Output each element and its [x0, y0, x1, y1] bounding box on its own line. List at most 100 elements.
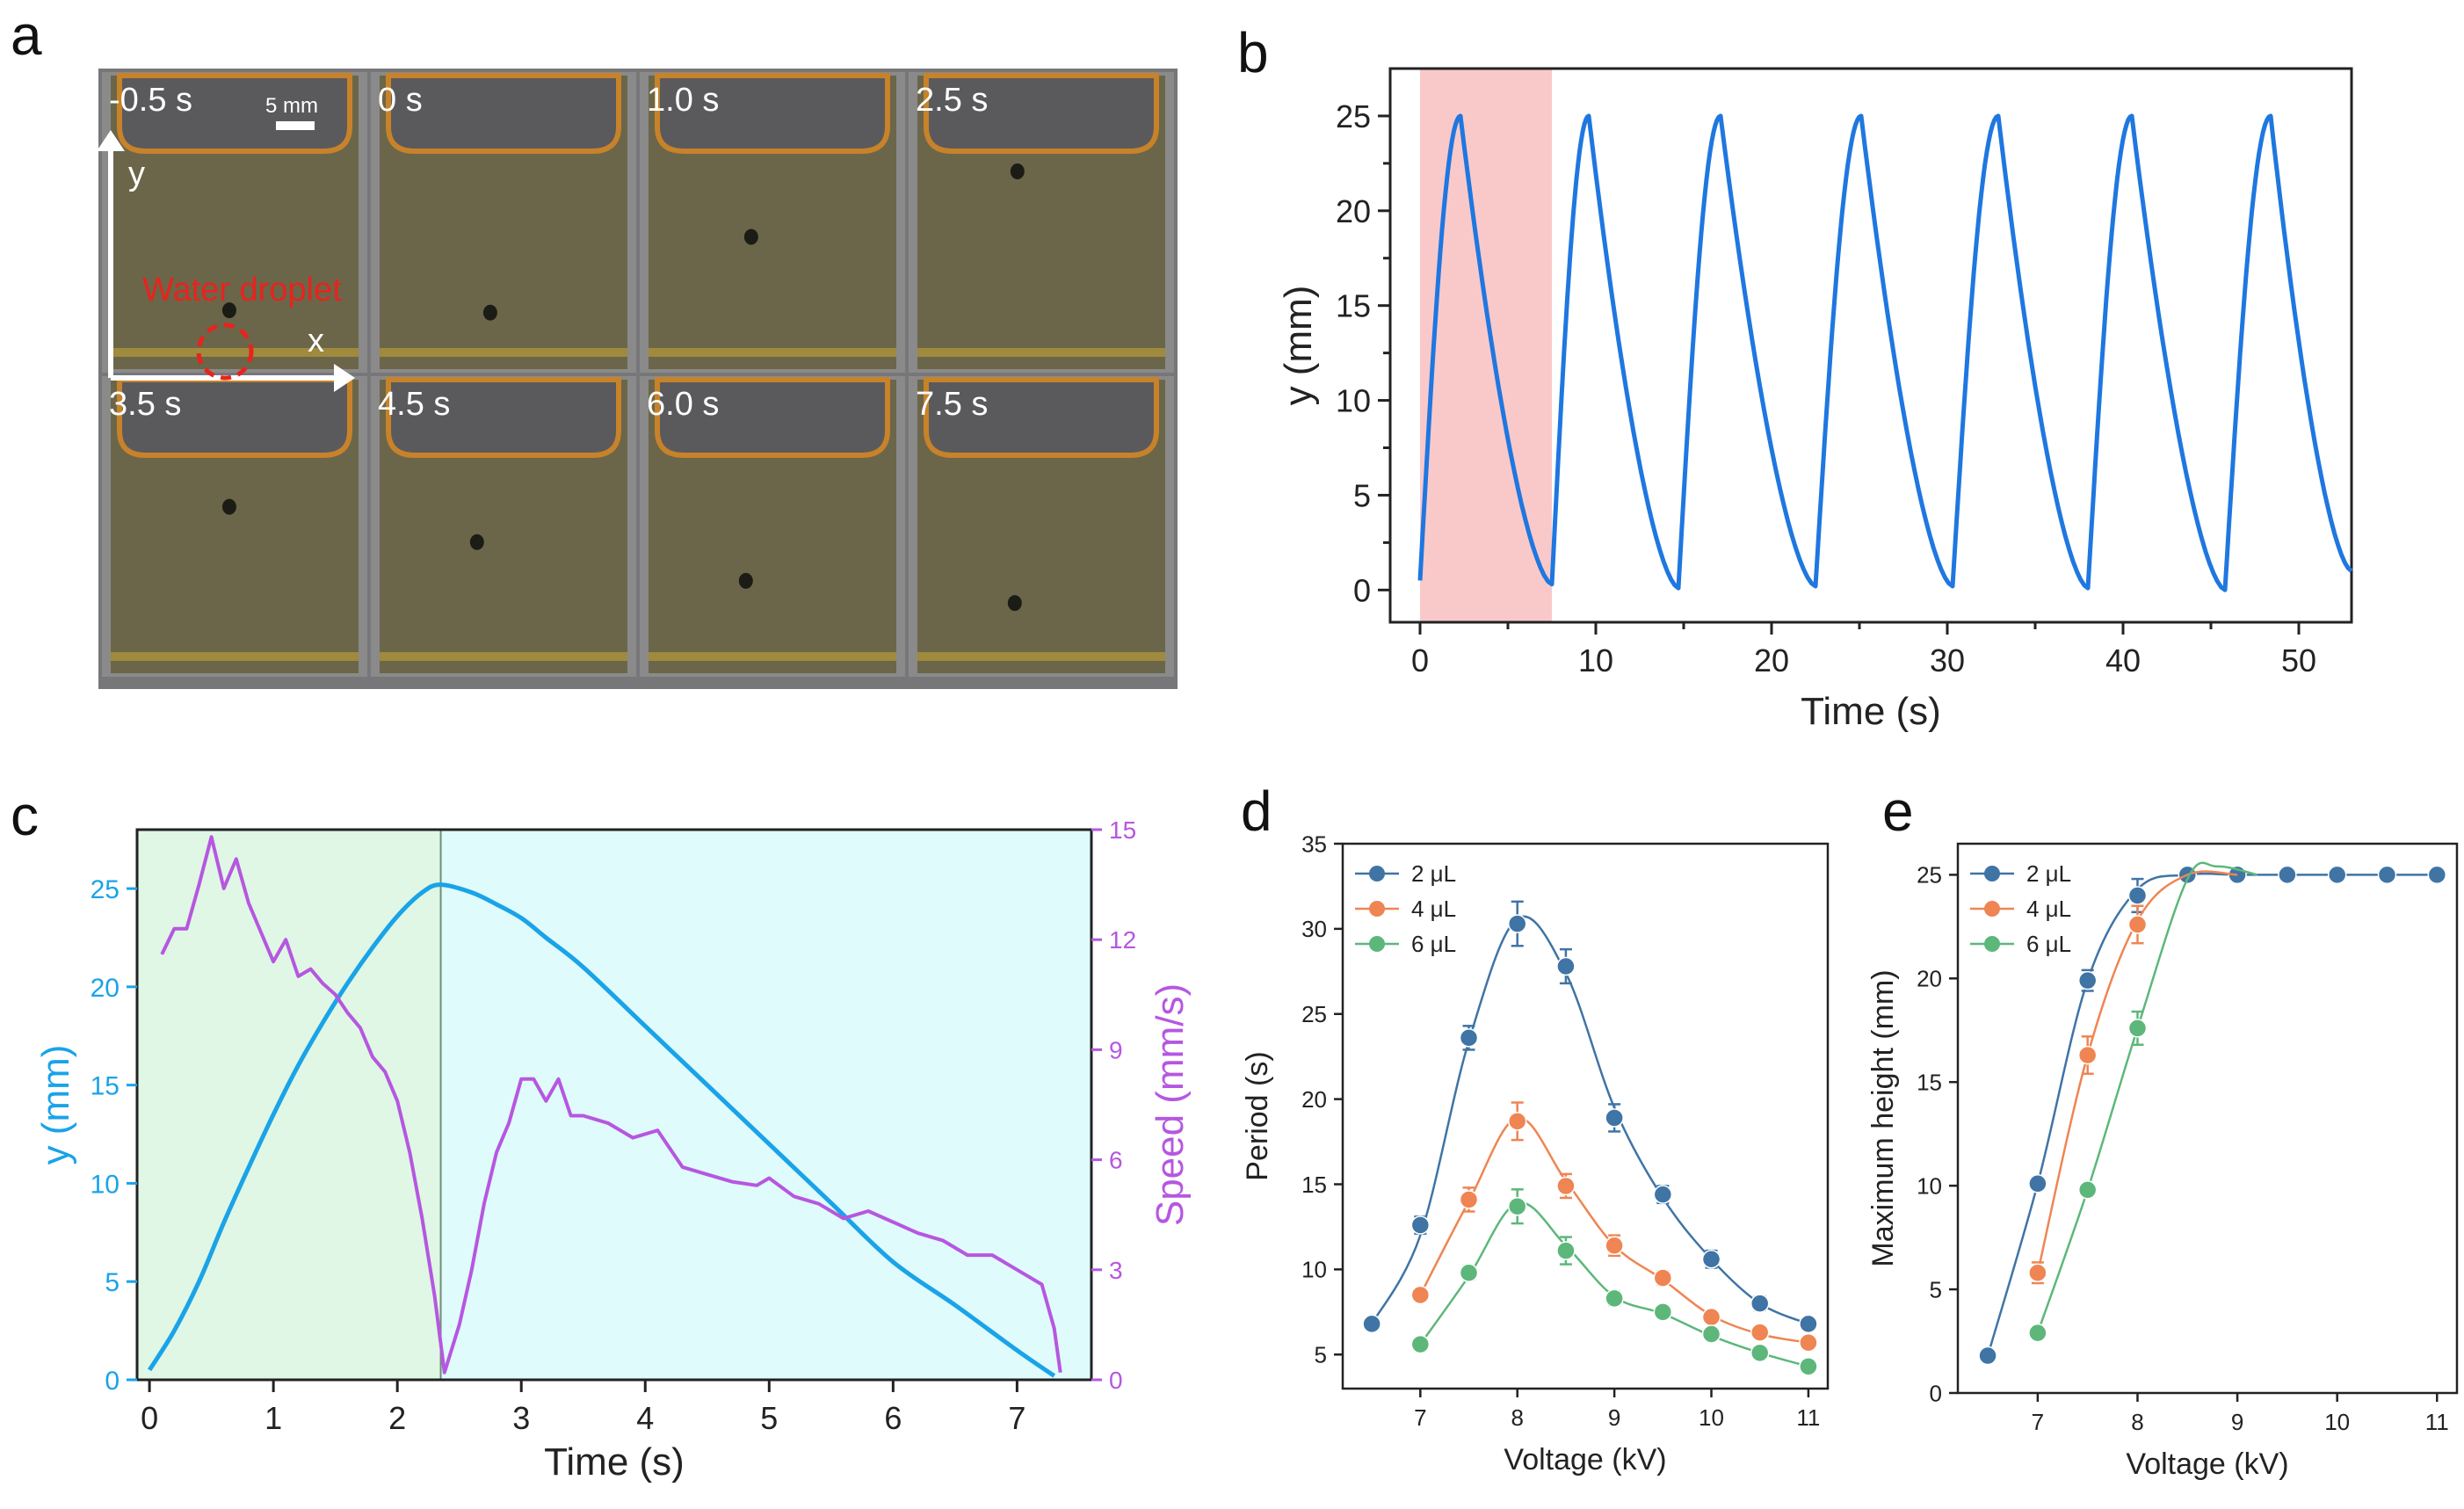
frame-time-label: 2.5 s — [916, 82, 988, 119]
x-axis-title: Voltage (kV) — [1504, 1443, 1666, 1476]
panel-letter-a: a — [11, 4, 42, 67]
panel-a-photo-sequence: -0.5 s 0 s 1.0 s 2.5 s 3.5 s 4.5 s 6.0 s 7.5 s 5… — [97, 69, 1178, 689]
x-tick-label: 9 — [1608, 1404, 1620, 1431]
x-tick-label: 50 — [2281, 642, 2316, 678]
frame-time-label: 3.5 s — [109, 386, 181, 423]
scale-bar-label: 5 mm — [265, 94, 318, 118]
data-point — [1459, 1028, 1479, 1048]
y-tick-label: 25 — [1336, 98, 1371, 134]
y-right-tick-label: 3 — [1109, 1257, 1123, 1284]
y-tick-label: 15 — [1336, 288, 1371, 324]
data-point — [1507, 1112, 1527, 1131]
panel-letter-b: b — [1237, 21, 1269, 84]
photo-frame: 2.5 s — [909, 72, 1174, 373]
bottom-electrode — [111, 652, 359, 661]
legend-label: 2 μL — [1411, 860, 1456, 887]
data-point — [2127, 1019, 2148, 1038]
data-point — [2127, 886, 2148, 905]
panel-letter-d: d — [1241, 780, 1272, 843]
data-point — [1459, 1263, 1479, 1282]
data-point — [1750, 1343, 1770, 1363]
x-axis-title: Time (s) — [1801, 690, 1941, 733]
x-axis-title: Voltage (kV) — [2126, 1447, 2288, 1481]
x-tick-label: 1 — [265, 1400, 282, 1436]
data-point — [2127, 915, 2148, 934]
y-tick-label: 10 — [1301, 1257, 1327, 1283]
data-point — [1750, 1323, 1770, 1342]
y-right-axis-title: Speed (mm/s) — [1149, 983, 1192, 1226]
y-tick-label: 5 — [105, 1268, 120, 1297]
bottom-electrode — [380, 652, 627, 661]
x-tick-label: 8 — [2131, 1409, 2143, 1435]
photo-frame: 0 s — [371, 72, 636, 373]
data-point — [2427, 865, 2447, 885]
legend-marker — [1369, 936, 1385, 952]
y-tick-label: 35 — [1301, 831, 1327, 857]
x-tick-label: 10 — [1578, 642, 1613, 678]
data-point — [1362, 1314, 1381, 1334]
x-tick-label: 0 — [1411, 642, 1429, 678]
data-point — [2377, 865, 2397, 885]
x-tick-label: 2 — [388, 1400, 406, 1436]
water-droplet — [743, 229, 758, 245]
frame-time-label: 7.5 s — [916, 386, 988, 423]
y-axis-title: Maximum height (mm) — [1866, 969, 1900, 1266]
legend-label: 6 μL — [2026, 931, 2071, 957]
data-point — [2028, 1323, 2047, 1343]
x-tick-label: 8 — [1511, 1404, 1523, 1431]
data-point — [1799, 1314, 1818, 1334]
x-tick-label: 6 — [884, 1400, 902, 1436]
y-tick-label: 5 — [1315, 1342, 1327, 1368]
y-right-tick-label: 0 — [1109, 1367, 1123, 1394]
x-tick-label: 20 — [1754, 642, 1789, 678]
data-point — [1556, 956, 1576, 976]
data-point — [2327, 865, 2347, 885]
bottom-electrode — [917, 348, 1165, 357]
photo-frame: -0.5 s — [102, 72, 367, 373]
top-electrode — [386, 377, 621, 458]
top-electrode — [386, 73, 621, 154]
x-tick-label: 11 — [1796, 1404, 1820, 1431]
legend-label: 2 μL — [2026, 860, 2071, 887]
y-tick-label: 20 — [91, 974, 120, 1003]
frame-time-label: 1.0 s — [647, 82, 719, 119]
panel-letter-e: e — [1882, 780, 1914, 843]
data-point — [2278, 865, 2297, 885]
photo-frame: 3.5 s — [102, 376, 367, 677]
y-axis-arrow-head — [97, 130, 125, 151]
y-trajectory-line — [1417, 113, 2353, 592]
droplet-highlight-circle — [196, 323, 254, 381]
y-tick-label: 10 — [91, 1170, 120, 1199]
speed-line — [160, 835, 1062, 1375]
legend-label: 6 μL — [1411, 931, 1456, 957]
x-tick-label: 7 — [1008, 1400, 1025, 1436]
x-tick-label: 0 — [141, 1400, 158, 1436]
y-tick-label: 5 — [1353, 477, 1371, 513]
fit-curve — [2036, 870, 2238, 1273]
photo-frame: 7.5 s — [909, 376, 1174, 677]
data-point — [1701, 1250, 1721, 1269]
water-droplet — [221, 302, 236, 319]
data-point — [1978, 1346, 1997, 1366]
data-point — [1556, 1176, 1576, 1196]
data-point — [1799, 1357, 1818, 1376]
plot-frame — [1388, 67, 2353, 624]
data-point — [1459, 1190, 1479, 1209]
data-point — [2077, 970, 2098, 990]
bottom-electrode — [380, 348, 627, 357]
data-point — [1507, 1196, 1527, 1216]
fit-curve — [1419, 1201, 1809, 1368]
data-point — [2077, 1180, 2098, 1200]
top-electrode — [655, 73, 890, 154]
legend-marker — [1984, 936, 2000, 952]
data-point — [2028, 1174, 2047, 1193]
top-electrode — [924, 377, 1159, 458]
x-axis-arrow-head — [334, 364, 355, 392]
bottom-electrode — [917, 652, 1165, 661]
x-tick-label: 10 — [2324, 1409, 2350, 1435]
y-tick-label: 10 — [1336, 383, 1371, 419]
y-right-tick-label: 12 — [1109, 926, 1136, 954]
scale-bar — [276, 121, 315, 130]
x-tick-label: 7 — [2032, 1409, 2044, 1435]
panel-b-chart: 0 10 20 30 40 50 0 5 10 15 20 25 Time (s) y (mm) — [1277, 67, 2353, 733]
